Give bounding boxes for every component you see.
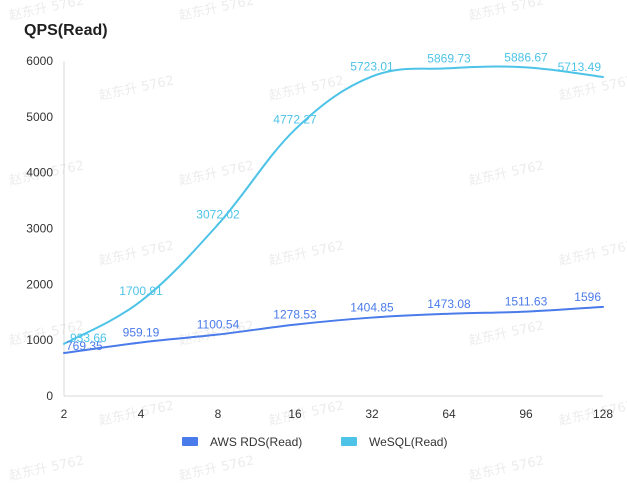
watermark-text: 赵东升 5762 [178,453,256,483]
y-tick-label: 0 [46,389,53,403]
legend-swatch-0 [182,437,198,446]
x-tick-label: 8 [215,407,222,421]
y-tick-label: 4000 [26,166,53,180]
data-label: 5713.49 [558,60,602,74]
watermark-text: 赵东升 5762 [558,238,627,269]
x-tick-label: 128 [593,407,613,421]
watermark-text: 赵东升 5762 [98,73,176,104]
x-tick-label: 2 [61,407,68,421]
data-label: 1473.08 [427,297,471,311]
data-label: 5886.67 [504,50,548,64]
watermark-text: 赵东升 5762 [178,0,256,24]
watermark-text: 赵东升 5762 [468,453,546,483]
watermark-text: 赵东升 5762 [178,158,256,189]
data-label: 959.19 [123,325,160,339]
x-tick-label: 64 [442,407,456,421]
watermark-text: 赵东升 5762 [268,73,346,104]
data-label: 1278.53 [273,308,317,322]
data-label: 933.66 [70,331,107,345]
y-tick-label: 3000 [26,222,53,236]
y-tick-label: 1000 [26,333,53,347]
watermark-text: 赵东升 5762 [8,453,86,483]
y-tick-label: 5000 [26,110,53,124]
y-tick-label: 2000 [26,277,53,291]
data-labels: 769.35 959.19 1100.54 1278.53 1404.85 1473.08… [66,50,601,353]
data-label: 5869.73 [427,51,471,65]
y-axis-ticks: 0 1000 2000 3000 4000 5000 6000 [26,54,53,403]
x-tick-label: 16 [288,407,302,421]
x-tick-label: 96 [519,407,533,421]
watermark-text: 赵东升 5762 [268,398,346,429]
data-label: 769.35 [66,339,103,353]
legend-swatch-1 [341,437,357,446]
x-axis-ticks: 2 4 8 16 32 64 96 128 [61,407,614,421]
watermark-text: 赵东升 5762 [468,318,546,349]
legend-label: AWS RDS(Read) [210,435,302,449]
legend: AWS RDS(Read) WeSQL(Read) [182,435,447,449]
data-label: 1404.85 [350,301,394,315]
watermark-text: 赵东升 5762 [98,238,176,269]
data-label: 1700.91 [119,284,163,298]
data-label: 5723.01 [350,59,394,73]
x-tick-label: 4 [138,407,145,421]
series-line-1 [63,65,604,345]
x-tick-label: 32 [365,407,379,421]
data-label: 1596 [574,290,601,304]
chart-title: QPS(Read) [24,22,108,39]
data-label: 1511.63 [505,295,548,309]
watermark-text: 赵东升 5762 [558,73,627,104]
watermark-text: 赵东升 5762 [468,158,546,189]
y-tick-label: 6000 [26,54,53,68]
series-line-0 [63,305,604,355]
data-label: 1100.54 [197,318,240,332]
data-label: 4772.27 [273,113,317,127]
legend-label: WeSQL(Read) [369,435,447,449]
watermark-text: 赵东升 5762 [98,398,176,429]
watermark-text: 赵东升 5762 [468,0,546,24]
watermark-text: 赵东升 5762 [8,0,86,24]
data-label: 3072.02 [196,207,240,221]
watermark-text: 赵东升 5762 [268,238,346,269]
series-lines [63,65,604,355]
